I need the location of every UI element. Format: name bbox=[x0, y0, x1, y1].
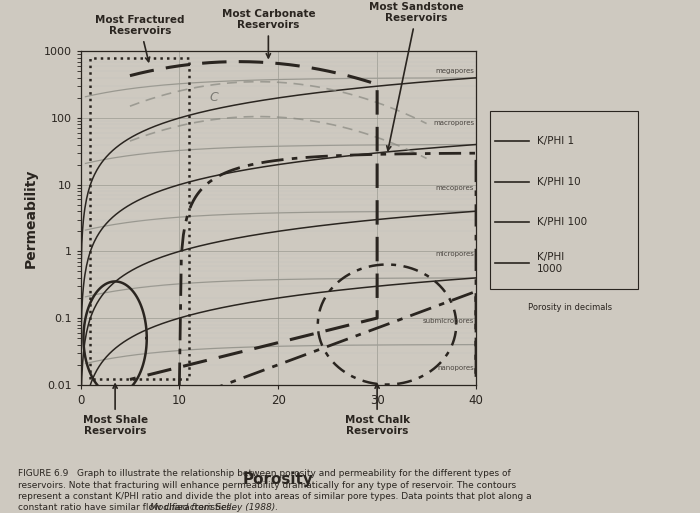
Text: reservoirs. Note that fracturing will enhance permeability dramatically for any : reservoirs. Note that fracturing will en… bbox=[18, 481, 516, 490]
Y-axis label: Permeability: Permeability bbox=[24, 168, 38, 268]
Text: K/PHI 1: K/PHI 1 bbox=[537, 136, 574, 146]
Text: macropores: macropores bbox=[433, 120, 474, 126]
Text: K/PHI 100: K/PHI 100 bbox=[537, 217, 587, 227]
Text: FIGURE 6.9   Graph to illustrate the relationship between porosity and permeabil: FIGURE 6.9 Graph to illustrate the relat… bbox=[18, 469, 510, 479]
Text: megapores: megapores bbox=[435, 68, 474, 74]
Text: constant ratio have similar flow characteristics.: constant ratio have similar flow charact… bbox=[18, 503, 236, 512]
Text: C: C bbox=[209, 91, 218, 104]
Text: represent a constant K/PHI ratio and divide the plot into areas of similar pore : represent a constant K/PHI ratio and div… bbox=[18, 492, 531, 501]
Text: K/PHI 10: K/PHI 10 bbox=[537, 176, 580, 187]
Text: Most Shale
Reservoirs: Most Shale Reservoirs bbox=[83, 384, 148, 437]
Text: Most Chalk
Reservoirs: Most Chalk Reservoirs bbox=[344, 384, 409, 437]
Text: submicropores: submicropores bbox=[423, 318, 474, 324]
Text: Porosity: Porosity bbox=[243, 471, 314, 486]
Text: Modified from Selley (1988).: Modified from Selley (1988). bbox=[150, 503, 279, 512]
Text: Most Sandstone
Reservoirs: Most Sandstone Reservoirs bbox=[370, 2, 464, 150]
Text: Most Carbonate
Reservoirs: Most Carbonate Reservoirs bbox=[221, 9, 315, 58]
Text: nanopores: nanopores bbox=[438, 365, 474, 371]
Text: K/PHI
1000: K/PHI 1000 bbox=[537, 252, 564, 273]
Text: micropores: micropores bbox=[435, 251, 474, 258]
Text: mecopores: mecopores bbox=[435, 185, 474, 191]
Text: Porosity in decimals: Porosity in decimals bbox=[528, 304, 612, 312]
Bar bbox=[490, 111, 638, 289]
Text: Most Fractured
Reservoirs: Most Fractured Reservoirs bbox=[95, 15, 185, 62]
